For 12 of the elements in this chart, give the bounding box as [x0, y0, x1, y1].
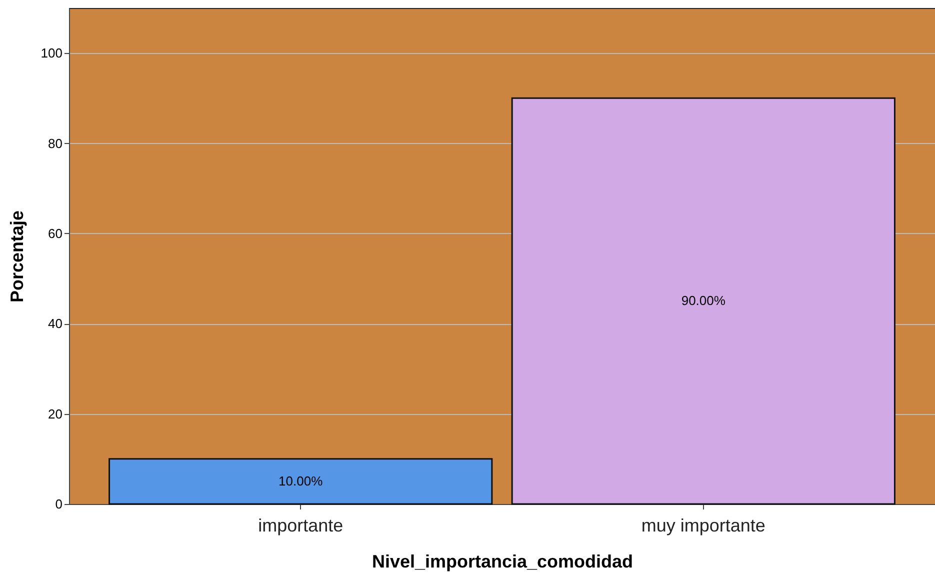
data-label: 90.00%: [681, 293, 726, 308]
y-tick-label: 0: [55, 496, 62, 512]
y-tick-label: 60: [48, 226, 62, 241]
y-axis-title: Porcentaje: [6, 210, 27, 303]
data-label: 10.00%: [278, 473, 324, 488]
y-tick-label: 40: [48, 316, 62, 332]
x-tick-label: muy importante: [641, 516, 766, 536]
x-axis-title: Nivel_importancia_comodidad: [372, 552, 634, 572]
y-tick-label: 80: [48, 136, 62, 151]
x-tick-label: importante: [258, 516, 344, 536]
y-tick-label: 20: [48, 406, 62, 422]
y-tick-label: 100: [40, 46, 62, 61]
